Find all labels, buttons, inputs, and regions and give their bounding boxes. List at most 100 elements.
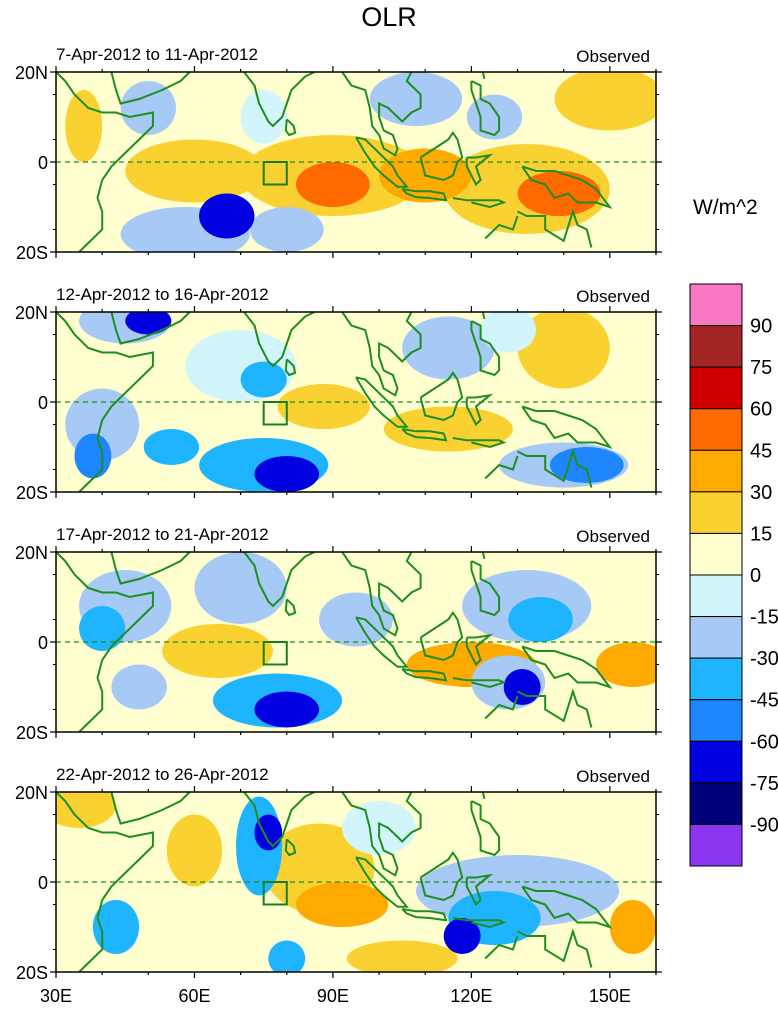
map-panel: 20N 0 20S 7-Apr-2012 to 11-Apr-2012 Observed: [15, 45, 662, 263]
coastline: [401, 908, 448, 922]
colorbar-swatch: [689, 532, 743, 576]
olr-anomaly-blob: [65, 90, 103, 162]
olr-anomaly-blob: [277, 384, 370, 429]
map-panel: 20N 0 20S 22-Apr-2012 to 26-Apr-2012 Observe…: [15, 765, 662, 983]
olr-anomaly-blob: [296, 162, 370, 207]
lon-tick-label: 30E: [40, 986, 72, 1006]
colorbar-swatch: [689, 408, 743, 451]
coastline: [284, 598, 297, 617]
colorbar: 90 75 60 45 30 15 0 -15 -30 -45 -60 -75 -90: [689, 283, 778, 867]
panel-type-label: Observed: [576, 47, 650, 66]
coastline: [341, 792, 422, 877]
lat-tick-label: 0: [38, 393, 48, 413]
coastline: [419, 611, 464, 662]
olr-field: [65, 72, 656, 252]
coastline: [465, 393, 494, 427]
olr-anomaly-blob: [162, 624, 273, 678]
olr-anomaly-blob: [296, 882, 389, 927]
coastline: [284, 358, 297, 377]
coastline: [341, 552, 422, 637]
colorbar-swatch: [689, 782, 743, 825]
colorbar-swatch: [689, 574, 743, 618]
olr-anomaly-blob: [166, 814, 223, 887]
coastline: [284, 838, 297, 857]
colorbar-label: -30: [750, 648, 778, 670]
coastline: [419, 371, 464, 422]
olr-anomaly-blob: [480, 312, 536, 353]
olr-anomaly-blob: [74, 433, 112, 479]
panel-date-range: 7-Apr-2012 to 11-Apr-2012: [56, 45, 258, 64]
olr-anomaly-blob: [503, 669, 541, 705]
olr-anomaly-blob: [249, 207, 324, 252]
coastline: [419, 851, 464, 902]
coastlines: [56, 792, 613, 972]
panel-type-label: Observed: [576, 767, 650, 786]
coastline: [222, 792, 315, 848]
coastline: [465, 153, 494, 187]
olr-anomaly-blob: [240, 90, 287, 144]
panel-type-label: Observed: [576, 527, 650, 546]
lat-tick-label: 20N: [15, 63, 48, 83]
lon-tick-label: 60E: [178, 986, 210, 1006]
coastline: [517, 928, 593, 968]
coastline: [56, 792, 154, 972]
coastline: [56, 312, 154, 492]
colorbar-swatch: [689, 616, 743, 659]
lon-tick-label: 120E: [450, 986, 492, 1006]
study-region-box: [262, 881, 288, 906]
panel-date-range: 17-Apr-2012 to 21-Apr-2012: [56, 525, 269, 544]
colorbar-label: 45: [750, 440, 772, 462]
olr-anomaly-blob: [240, 361, 287, 398]
coastline: [452, 917, 507, 929]
lat-tick-label: 20S: [16, 723, 48, 743]
coastline: [484, 695, 519, 720]
study-region-box: [262, 161, 288, 186]
olr-anomaly-blob: [92, 900, 140, 954]
lat-tick-label: 20N: [15, 783, 48, 803]
coastline: [110, 72, 191, 105]
coastline: [465, 873, 494, 907]
coastline: [355, 376, 409, 428]
coastline: [481, 552, 486, 560]
olr-field: [56, 792, 656, 972]
olr-anomaly-blob: [56, 792, 116, 828]
lon-tick-label: 150E: [589, 986, 631, 1006]
olr-anomaly-blob: [254, 456, 320, 492]
lat-tick-label: 0: [38, 153, 48, 173]
lon-tick-label: 90E: [317, 986, 349, 1006]
coastline: [401, 668, 448, 682]
coastline: [110, 312, 191, 345]
coastline: [56, 72, 154, 252]
colorbar-swatch: [689, 366, 743, 410]
coastline: [222, 72, 315, 128]
coastline: [452, 677, 507, 689]
coastline: [419, 131, 464, 182]
colorbar-swatch: [689, 699, 743, 742]
colorbar-label: -75: [750, 773, 778, 795]
olr-anomaly-blob: [143, 429, 200, 465]
coastline: [521, 885, 613, 929]
lat-tick-label: 20S: [16, 483, 48, 503]
olr-anomaly-blob: [508, 597, 573, 642]
coastline: [452, 437, 507, 449]
coastlines: [56, 72, 613, 252]
olr-anomaly-blob: [125, 139, 264, 203]
coastline: [56, 552, 154, 732]
coastline: [401, 428, 448, 442]
colorbar-label: -90: [750, 814, 778, 836]
colorbar-swatch: [689, 491, 743, 534]
lat-tick-label: 20N: [15, 303, 48, 323]
map-panels: 20N 0 20S 7-Apr-2012 to 11-Apr-2012 Observed…: [15, 45, 662, 1006]
coastline: [484, 455, 519, 480]
coastlines: [56, 552, 613, 732]
colorbar-label: 30: [750, 482, 772, 504]
olr-anomaly-blob: [120, 81, 176, 135]
colorbar-swatch: [689, 449, 743, 493]
olr-anomaly-blob: [369, 72, 463, 126]
study-region-box: [262, 641, 288, 666]
colorbar-swatch: [689, 283, 743, 327]
coastline: [517, 208, 593, 248]
coastline: [481, 792, 486, 800]
figure-title: OLR: [361, 2, 417, 32]
coastline: [521, 165, 613, 209]
